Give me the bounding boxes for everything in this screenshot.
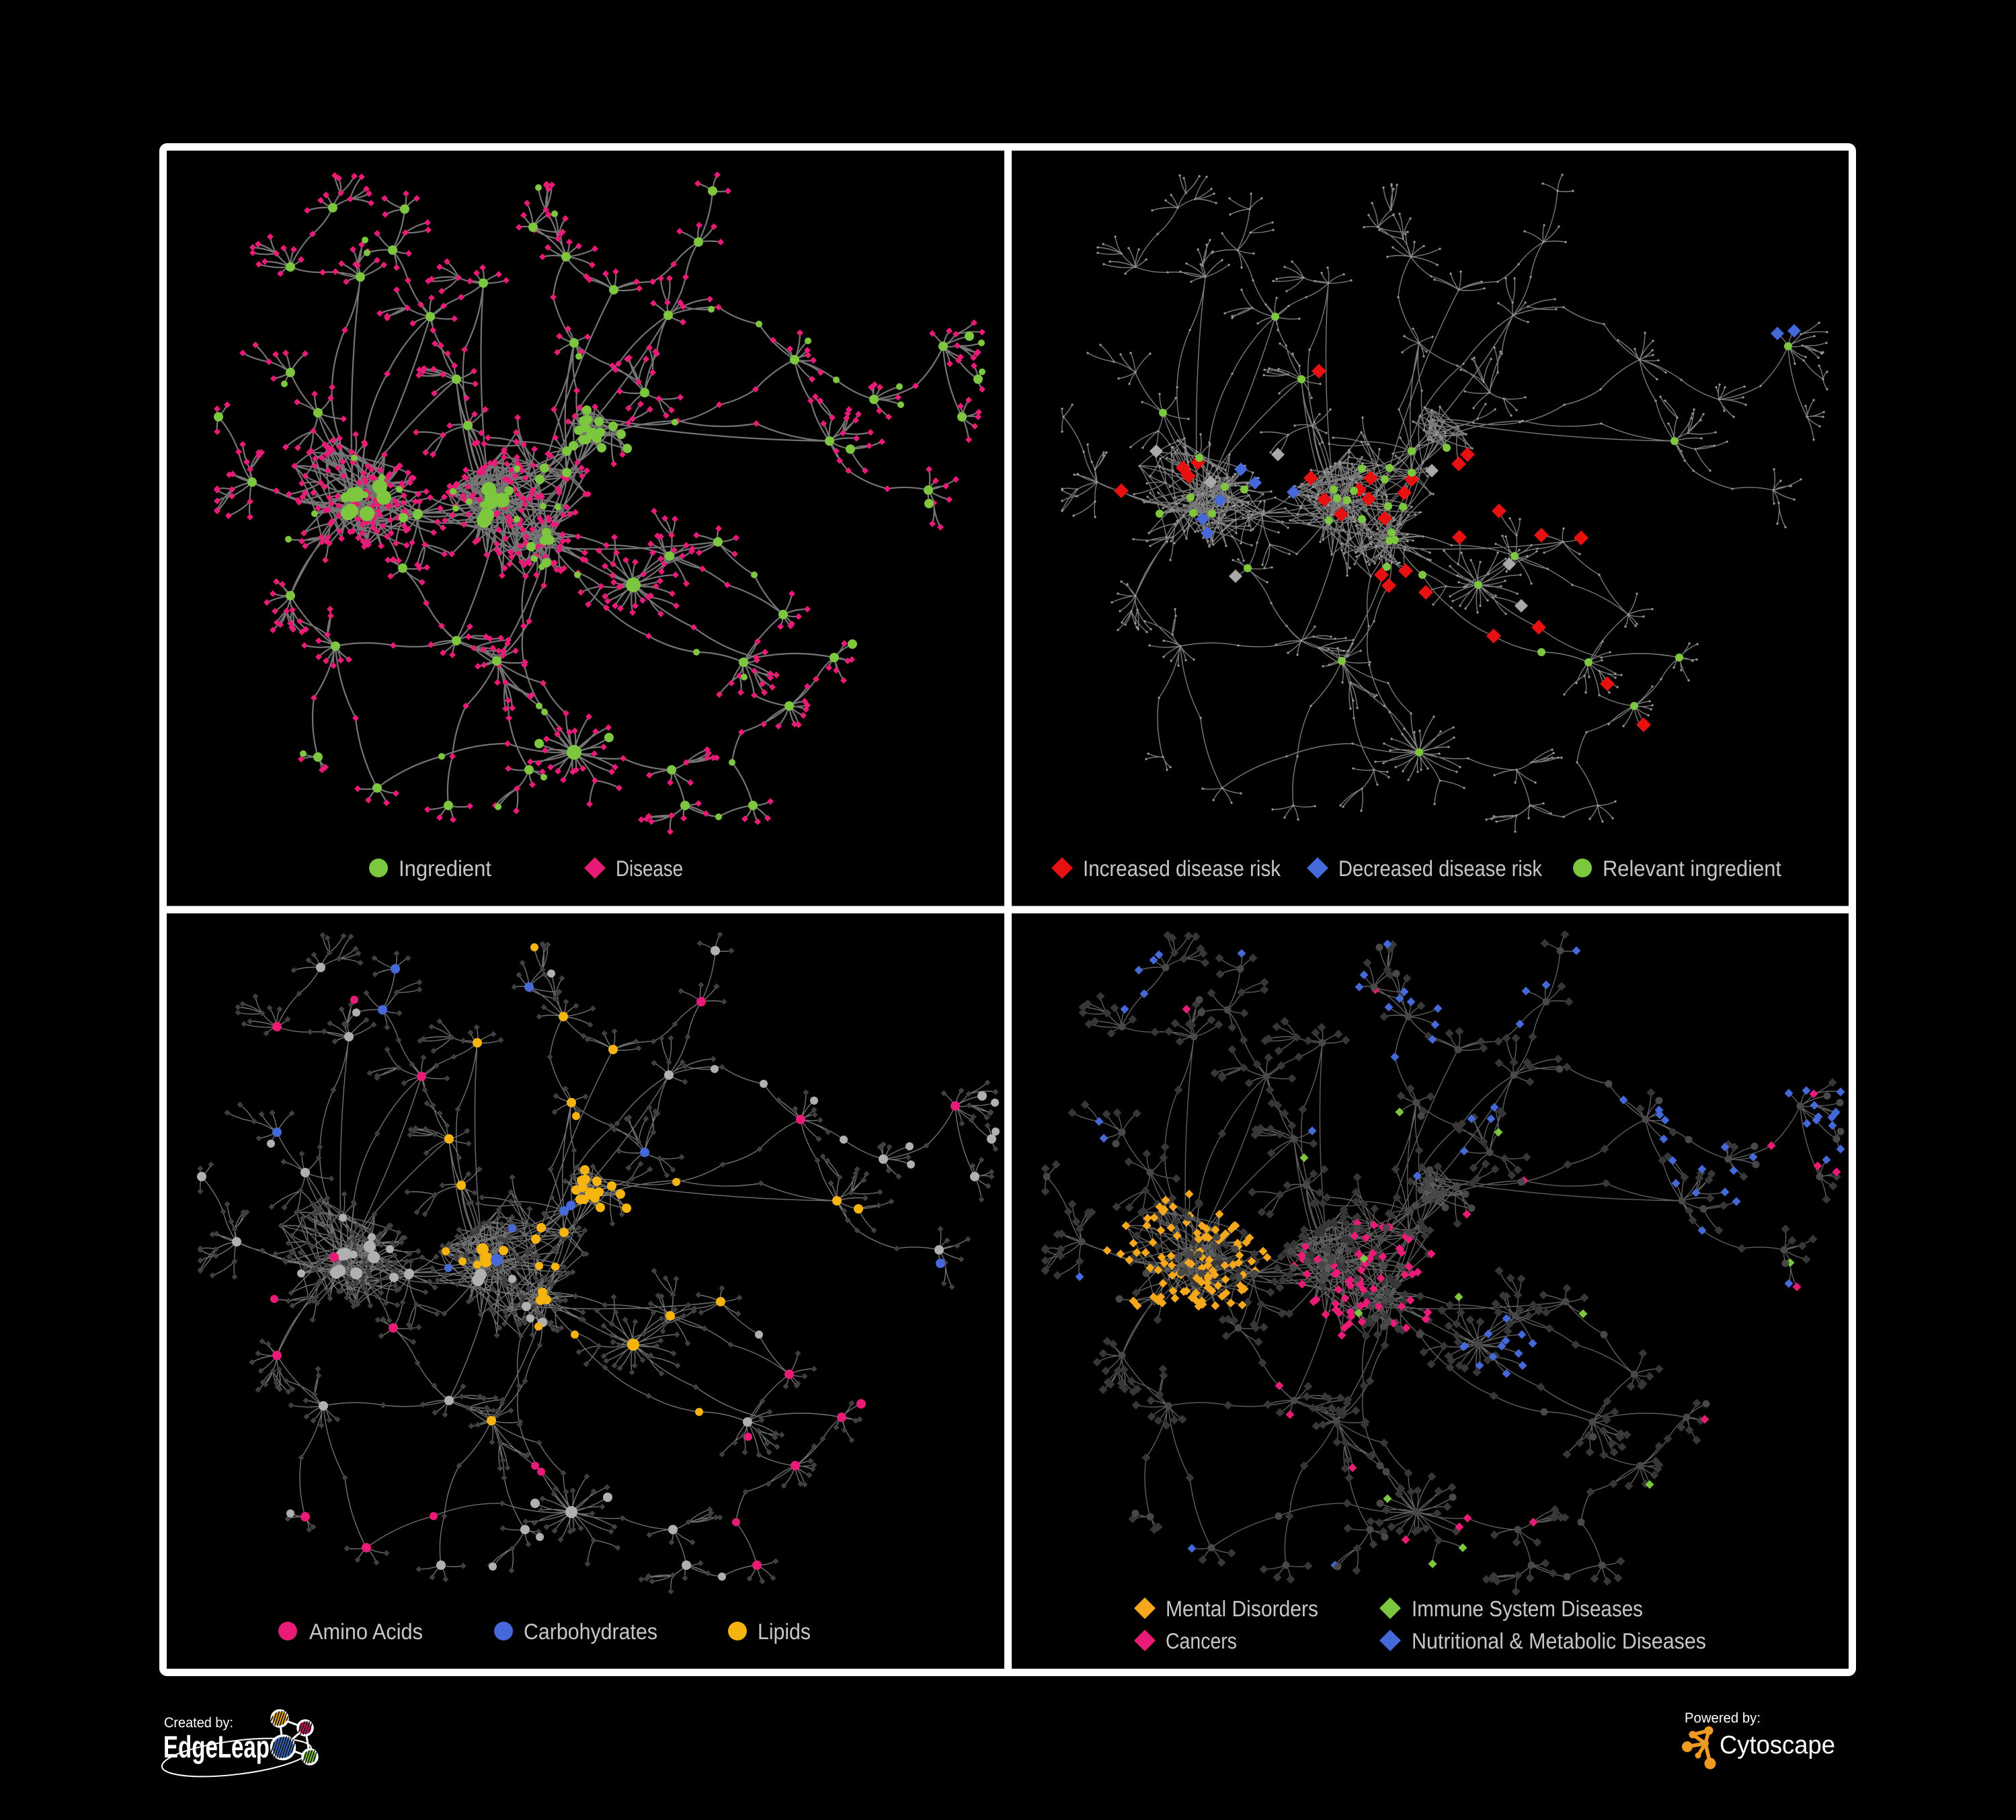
svg-text:Disease: Disease: [616, 856, 683, 881]
svg-text:Carbohydrates: Carbohydrates: [524, 1619, 657, 1644]
svg-text:Ingredient: Ingredient: [399, 856, 491, 881]
svg-text:Increased disease risk: Increased disease risk: [1083, 856, 1281, 881]
svg-text:EdgeLeap: EdgeLeap: [163, 1729, 270, 1764]
svg-text:Powered by:: Powered by:: [1685, 1710, 1761, 1726]
svg-text:Cytoscape: Cytoscape: [1720, 1731, 1835, 1759]
svg-text:Mental Disorders: Mental Disorders: [1166, 1596, 1318, 1621]
svg-text:Nutritional & Metabolic Diseas: Nutritional & Metabolic Diseases: [1412, 1628, 1706, 1653]
svg-text:Relevant ingredient: Relevant ingredient: [1603, 856, 1781, 881]
svg-text:Immune System Diseases: Immune System Diseases: [1412, 1596, 1643, 1621]
svg-text:Created by:: Created by:: [164, 1715, 233, 1731]
svg-text:Cancers: Cancers: [1166, 1628, 1237, 1653]
svg-text:Lipids: Lipids: [758, 1619, 811, 1644]
svg-text:Amino Acids: Amino Acids: [309, 1619, 423, 1644]
svg-text:Decreased disease risk: Decreased disease risk: [1338, 856, 1542, 881]
